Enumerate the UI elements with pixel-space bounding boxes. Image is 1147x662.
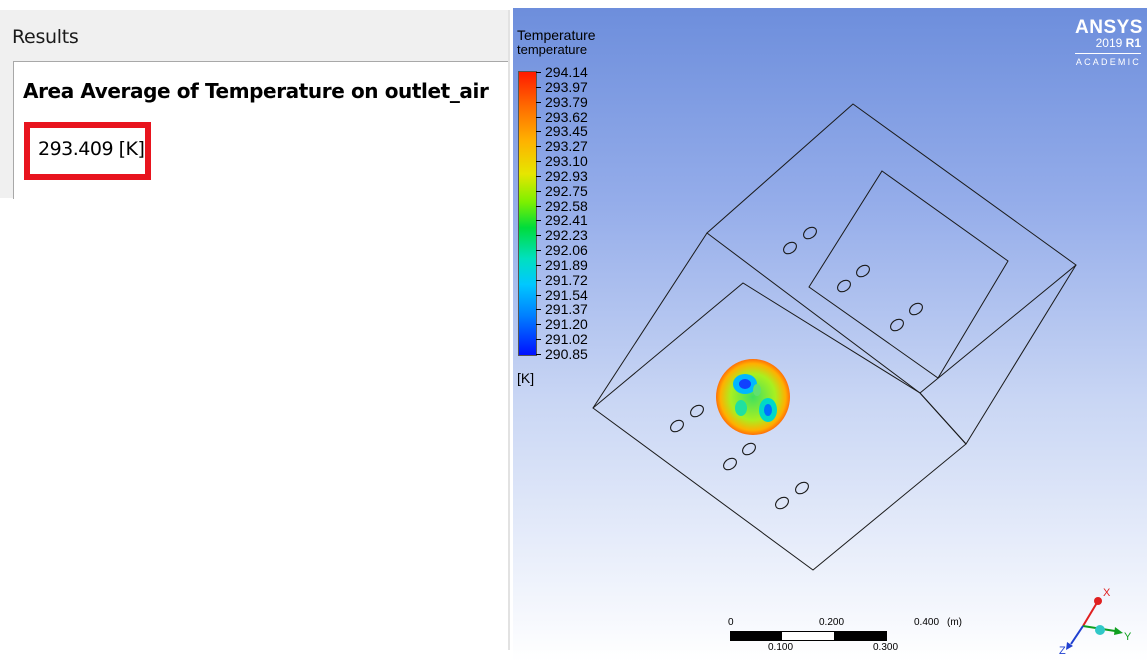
scale-label: 0.100: [768, 642, 794, 653]
geometry-wireframe[interactable]: [513, 8, 1147, 662]
legend-tick-mark: [536, 190, 541, 192]
legend-tick-label: 291.37: [545, 301, 588, 318]
legend-color-bar: [518, 71, 537, 356]
result-title: Area Average of Temperature on outlet_ai…: [23, 79, 489, 103]
legend-tick-label: 291.89: [545, 256, 588, 273]
results-body: Area Average of Temperature on outlet_ai…: [13, 61, 508, 199]
legend-tick-mark: [536, 161, 541, 163]
legend-tick-label: 293.27: [545, 138, 588, 155]
legend-unit: [K]: [517, 370, 535, 386]
scale-label: 0.400: [914, 617, 940, 628]
ansys-logo-version: 2019 R1: [1075, 37, 1141, 50]
legend-tick-label: 293.97: [545, 78, 588, 95]
legend-tick-mark: [536, 279, 541, 281]
legend-tick-label: 291.20: [545, 316, 588, 333]
legend-tick-label: 293.79: [545, 93, 588, 110]
legend-tick-mark: [536, 146, 541, 148]
result-value-highlight: 293.409 [K]: [24, 122, 151, 180]
ansys-version-year: 2019: [1095, 36, 1123, 50]
legend-tick-mark: [536, 101, 541, 103]
legend-tick-mark: [536, 294, 541, 296]
legend-tick-label: 292.41: [545, 212, 588, 229]
legend-tick-mark: [536, 339, 541, 341]
outlet-temperature-contour[interactable]: [716, 359, 790, 435]
axis-triad[interactable]: X Y Z: [1053, 576, 1133, 656]
results-panel: Results Area Average of Temperature on o…: [0, 10, 510, 199]
legend-tick-mark: [536, 86, 541, 88]
legend-tick-label: 293.10: [545, 153, 588, 170]
z-axis-line: [1070, 625, 1084, 645]
legend-tick-mark: [536, 235, 541, 237]
x-axis-tip: [1094, 597, 1102, 605]
legend-tick-mark: [536, 250, 541, 252]
legend-tick-mark: [536, 309, 541, 311]
top-panel-outline: [808, 170, 1009, 379]
legend-tick-label: 290.85: [545, 346, 588, 362]
legend-tick-mark: [536, 131, 541, 133]
x-axis-label: X: [1103, 587, 1111, 599]
ansys-logo-name: ANSYS: [1075, 17, 1143, 38]
scale-segments: [730, 631, 887, 641]
result-value[interactable]: 293.409 [K]: [38, 138, 145, 160]
y-axis-tip: [1114, 627, 1123, 635]
legend-tick-label: 292.75: [545, 182, 588, 199]
legend-tick-label: 293.62: [545, 108, 588, 125]
scale-label: 0.200: [819, 617, 845, 628]
legend-tick-label: 291.72: [545, 271, 588, 288]
triad-center-sphere: [1095, 625, 1105, 635]
ansys-logo: ANSYS 2019 R1 ACADEMIC: [1075, 17, 1143, 67]
legend-title: Temperature: [517, 27, 596, 43]
legend-tick-label: 291.54: [545, 286, 588, 303]
graphics-viewport[interactable]: Temperature temperature 294.14 293.97 293.…: [513, 8, 1147, 662]
legend-tick-mark: [536, 205, 541, 207]
legend-tick-label: 294.14: [545, 64, 588, 80]
ansys-logo-edition: ACADEMIC: [1075, 57, 1141, 67]
legend-tick-mark: [536, 175, 541, 177]
scale-segment: [834, 632, 886, 640]
legend-tick-mark: [536, 354, 541, 355]
box-top-face: [706, 103, 1077, 394]
ansys-version-release: R1: [1125, 36, 1141, 50]
legend-tick-label: 293.45: [545, 123, 588, 140]
holes: [670, 226, 923, 510]
z-axis-label: Z: [1059, 645, 1066, 656]
legend-tick-mark: [536, 324, 541, 326]
legend-tick-label: 292.58: [545, 197, 588, 214]
box-front-face: [592, 282, 967, 571]
legend-tick-mark: [536, 72, 541, 73]
results-header: Results: [12, 26, 79, 48]
legend-tick-label: 291.02: [545, 331, 588, 348]
legend-tick-label: 292.93: [545, 167, 588, 184]
scale-bar: 0 0.200 0.400 (m) 0.100 0.300: [728, 618, 968, 658]
scale-segment: [731, 632, 782, 640]
y-axis-label: Y: [1124, 631, 1132, 643]
scale-label: 0: [728, 617, 734, 628]
panel-divider[interactable]: [508, 10, 510, 650]
legend-tick-label: 292.06: [545, 242, 588, 259]
legend-tick-mark: [536, 220, 541, 222]
legend-variable: temperature: [517, 42, 588, 57]
ansys-logo-divider: [1075, 53, 1141, 54]
x-axis-line: [1082, 600, 1099, 627]
legend-tick-label: 292.23: [545, 227, 588, 244]
scale-label: 0.300: [873, 642, 899, 653]
legend-tick-mark: [536, 116, 541, 118]
box-edges: [592, 103, 1077, 571]
z-axis-tip: [1066, 642, 1073, 650]
scale-unit: (m): [947, 617, 962, 628]
legend-tick-mark: [536, 264, 541, 266]
